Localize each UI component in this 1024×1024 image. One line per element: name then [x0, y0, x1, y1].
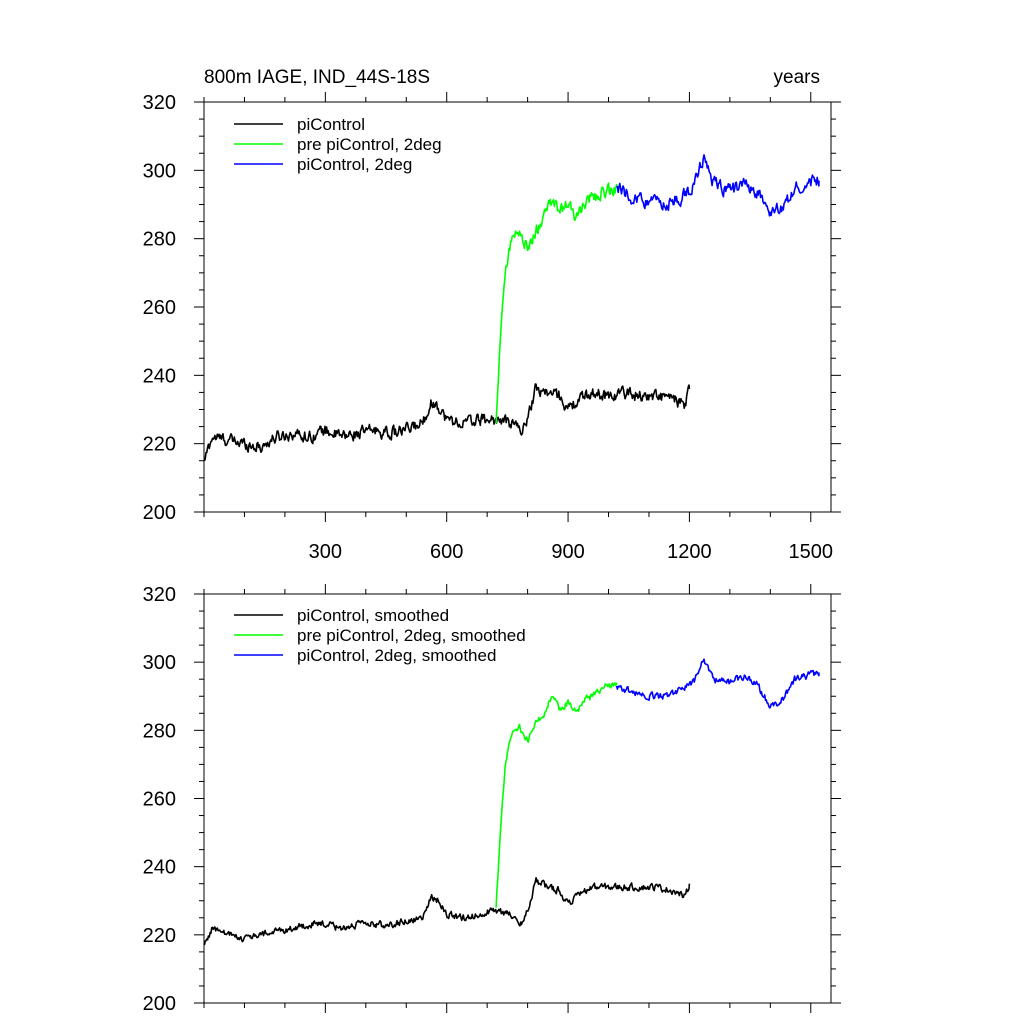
chart-panel-bottom: 200 220 240 260 280 300 320 piControl, smoothed…	[143, 584, 841, 1015]
legend-label: pre piControl, 2deg, smoothed	[297, 626, 526, 645]
y-tick-label: 260	[143, 789, 176, 811]
x-tick-label: 900	[551, 541, 584, 563]
chart-panel-top: 800m IAGE, IND_44S-18S years 200 220 240 26…	[143, 67, 841, 563]
y-tick-label: 280	[143, 720, 176, 742]
series-line-picontrol-2deg-smoothed	[615, 658, 820, 709]
y-tick-label: 300	[143, 652, 176, 674]
series-line-picontrol-smoothed	[203, 877, 691, 946]
series-line-picontrol-2deg	[616, 154, 820, 217]
y-tick-label: 260	[143, 297, 176, 319]
y-tick-label: 320	[143, 584, 176, 606]
x-tick-label: 300	[309, 541, 342, 563]
legend-label: pre piControl, 2deg	[297, 135, 442, 154]
legend-label: piControl	[297, 115, 365, 134]
y-tick-label: 280	[143, 229, 176, 251]
chart-title-right: years	[774, 67, 820, 88]
y-tick-label: 240	[143, 365, 176, 387]
series-line-picontrol	[203, 383, 691, 462]
y-tick-label: 240	[143, 857, 176, 879]
legend-label: piControl, 2deg	[297, 155, 412, 174]
y-tick-label: 320	[143, 92, 176, 114]
series-line-pre-picontrol-2deg-smoothed	[495, 682, 618, 908]
y-tick-label: 300	[143, 160, 176, 182]
series-line-pre-picontrol-2deg	[495, 182, 618, 424]
x-tick-label: 1200	[667, 541, 712, 563]
chart-title-left: 800m IAGE, IND_44S-18S	[204, 67, 430, 88]
legend-label: piControl, 2deg, smoothed	[297, 646, 496, 665]
y-tick-label: 220	[143, 925, 176, 947]
y-tick-label: 200	[143, 993, 176, 1015]
x-tick-label: 600	[430, 541, 463, 563]
legend-label: piControl, smoothed	[297, 606, 449, 625]
y-tick-label: 220	[143, 434, 176, 456]
x-tick-label: 1500	[789, 541, 834, 563]
y-tick-label: 200	[143, 502, 176, 524]
